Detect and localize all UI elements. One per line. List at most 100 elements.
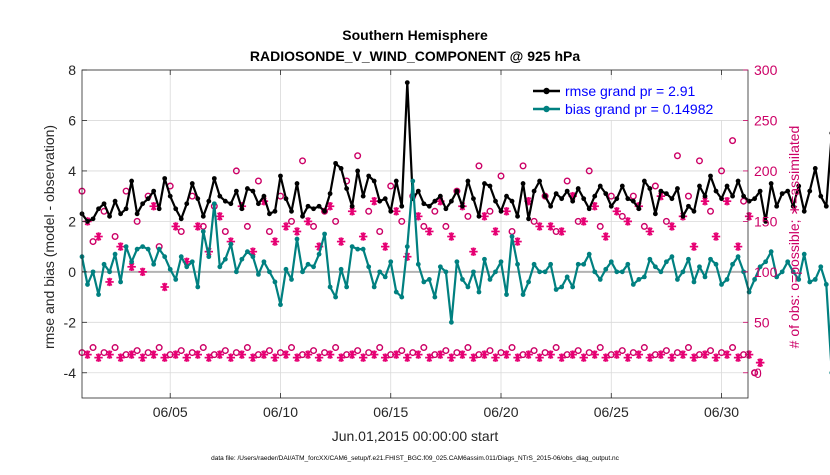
bias-point: [151, 261, 157, 267]
obs-possible-point: [398, 347, 406, 355]
bias-point: [713, 261, 719, 267]
obs-assimilated-point: [678, 350, 688, 359]
bias-point: [355, 246, 361, 252]
obs-assimilated-point: [237, 350, 247, 359]
obs-assimilated-point: [447, 232, 456, 241]
obs-assimilated-point: [513, 237, 522, 246]
bias-point: [812, 277, 818, 282]
bias-point: [702, 274, 708, 280]
obs-assimilated-point: [667, 353, 677, 362]
obs-assimilated-point: [149, 350, 158, 359]
obs-possible-point: [596, 344, 604, 352]
bias-point: [267, 269, 272, 275]
obs-assimilated-point: [182, 353, 191, 362]
bias-point: [675, 277, 680, 282]
bias-point: [542, 269, 548, 275]
bias-point: [785, 259, 791, 265]
bias-point: [757, 264, 763, 270]
y-tick-label-left: -2: [64, 314, 77, 330]
obs-assimilated-point: [94, 232, 103, 241]
bias-point: [730, 261, 735, 267]
obs-possible-point: [662, 217, 670, 225]
bias-point: [200, 229, 206, 234]
obs-assimilated-point: [568, 350, 577, 359]
obs-assimilated-point: [623, 353, 633, 362]
bias-point: [537, 269, 542, 275]
obs-assimilated-point: [491, 353, 500, 362]
obs-possible-point: [420, 344, 428, 352]
obs-possible-point: [133, 217, 141, 225]
obs-possible-point: [673, 349, 681, 357]
bias-point: [763, 259, 769, 265]
bias-point: [597, 277, 603, 282]
bias-point: [448, 319, 454, 325]
rmse-point: [608, 203, 614, 209]
obs-assimilated-point: [215, 350, 225, 359]
rmse-point: [708, 173, 713, 179]
bias-point: [305, 261, 311, 267]
bias-point: [581, 261, 587, 267]
bias-point: [658, 269, 664, 275]
y-tick-label-right: 100: [754, 264, 778, 280]
rmse-point: [96, 206, 101, 212]
obs-assimilated-point: [336, 237, 346, 246]
rmse-point: [437, 193, 443, 199]
data-file-footnote: data file: /Users/raeder/DAI/ATM_forcXX/…: [211, 455, 620, 462]
obs-possible-point: [508, 344, 516, 352]
obs-assimilated-point: [171, 222, 180, 231]
rmse-point: [151, 188, 157, 194]
obs-assimilated-point: [270, 353, 280, 362]
rmse-point: [807, 188, 813, 194]
obs-possible-point: [299, 157, 307, 165]
obs-assimilated-point: [711, 353, 721, 362]
bias-point: [774, 274, 780, 280]
rmse-point: [206, 198, 212, 204]
bias-point: [614, 269, 620, 275]
rmse-point: [487, 183, 493, 189]
bias-point: [575, 261, 581, 267]
obs-assimilated-point: [557, 353, 566, 362]
rmse-point: [322, 208, 327, 214]
rmse-point: [250, 188, 256, 194]
rmse-point: [592, 193, 598, 199]
rmse-point: [123, 206, 129, 212]
bias-point: [85, 282, 90, 287]
bias-point: [233, 269, 239, 275]
rmse-point: [597, 183, 603, 189]
obs-possible-point: [265, 347, 273, 355]
bias-point: [239, 256, 245, 262]
obs-assimilated-point: [535, 222, 544, 231]
bias-point: [630, 282, 636, 287]
bias-point: [454, 259, 460, 265]
rmse-point: [217, 193, 223, 199]
bias-point: [410, 178, 416, 184]
bias-point: [112, 251, 118, 257]
bias-point: [101, 261, 107, 267]
obs-assimilated-point: [733, 353, 743, 362]
obs-assimilated-point: [83, 350, 92, 359]
rmse-point: [465, 178, 471, 184]
rmse-point: [382, 196, 388, 202]
obs-assimilated-point: [546, 222, 555, 231]
bias-point: [823, 282, 829, 287]
rmse-point: [278, 173, 283, 179]
rmse-point: [823, 203, 829, 209]
rmse-point: [680, 213, 686, 219]
legend-bias-label: bias grand pr = 0.14982: [565, 101, 713, 117]
rmse-point: [630, 198, 636, 204]
rmse-point: [349, 203, 355, 209]
rmse-point: [233, 188, 239, 194]
bias-point: [134, 246, 140, 252]
bias-point: [768, 249, 774, 255]
bias-point: [691, 279, 697, 285]
obs-assimilated-point: [590, 350, 599, 359]
obs-assimilated-point: [381, 353, 390, 362]
rmse-point: [415, 188, 421, 194]
obs-possible-point: [695, 157, 703, 165]
bias-point: [156, 246, 162, 252]
bias-point: [752, 277, 758, 282]
rmse-point: [559, 196, 565, 202]
rmse-point: [239, 206, 245, 212]
obs-possible-point: [442, 222, 450, 230]
obs-possible-point: [376, 344, 384, 352]
